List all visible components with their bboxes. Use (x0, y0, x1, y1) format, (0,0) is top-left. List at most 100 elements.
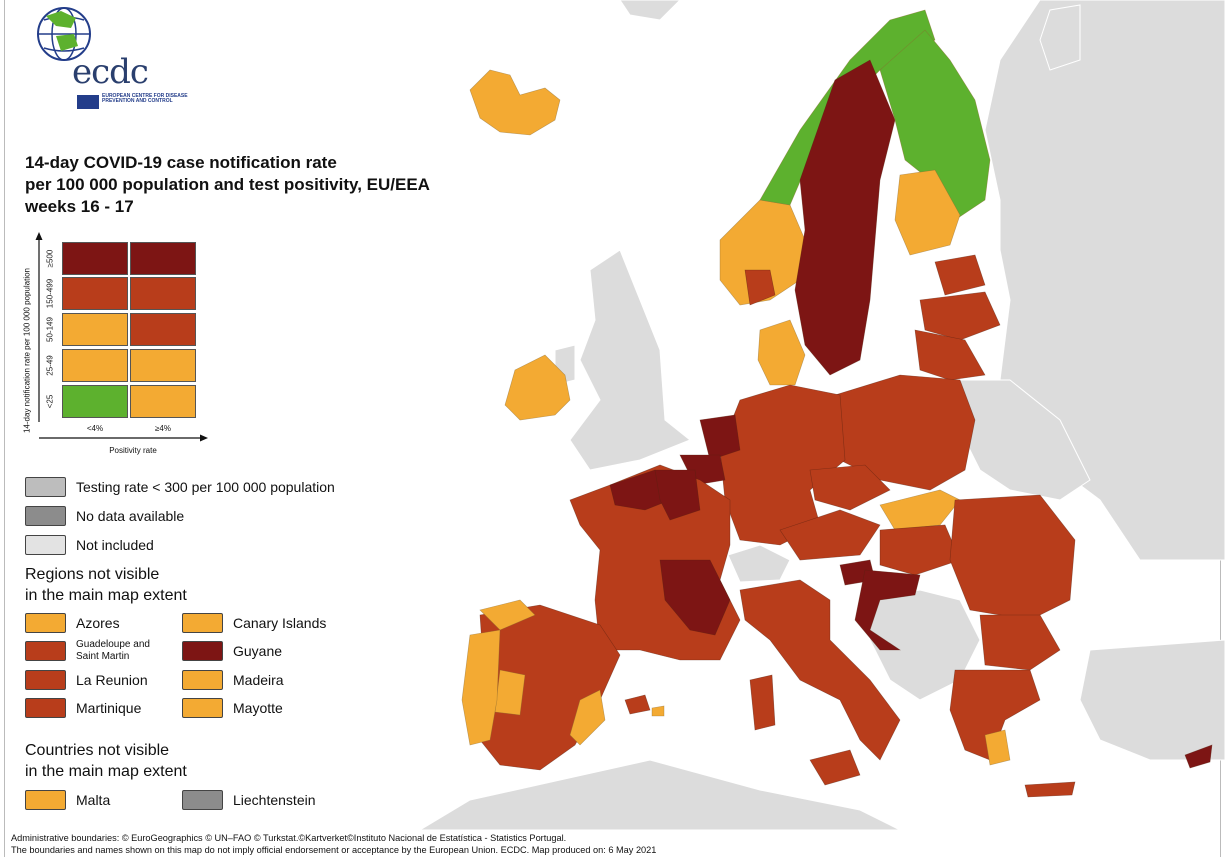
non-included-land (418, 0, 1225, 831)
region-swatch (25, 641, 66, 661)
region-ireland (504, 354, 571, 421)
eu-flag-icon (77, 95, 99, 109)
logo-caption: EUROPEAN CENTRE FOR DISEASE PREVENTION A… (102, 93, 188, 105)
region-legend-item: Mayotte (182, 697, 283, 719)
region-swatch (25, 698, 66, 718)
region-legend-item: Madeira (182, 669, 284, 691)
region-sicily (809, 749, 861, 786)
legend-no-data-label: No data available (76, 508, 185, 524)
matrix-cell (62, 313, 128, 346)
region-crete (1024, 781, 1076, 798)
region-spain-galicia (479, 599, 536, 631)
country-swatch (182, 790, 223, 810)
region-netherlands (699, 414, 741, 461)
region-legend-item: Guyane (182, 640, 282, 662)
legend-testing-rate-label: Testing rate < 300 per 100 000 populatio… (76, 479, 335, 495)
region-spain-madrid (494, 669, 526, 716)
region-slovakia (879, 489, 961, 531)
countries-heading-line-1: Countries not visible (25, 742, 170, 759)
region-portugal (461, 629, 501, 746)
matrix-cell (62, 277, 128, 310)
region-sardinia (749, 674, 776, 731)
region-swatch (182, 670, 223, 690)
footer-line-2: The boundaries and names shown on this m… (11, 845, 657, 855)
y-arrow-icon (35, 232, 43, 240)
footer-line-1: Administrative boundaries: © EuroGeograp… (11, 833, 567, 843)
footer: Administrative boundaries: © EuroGeograp… (11, 832, 656, 856)
region-legend-item: Azores (25, 612, 120, 634)
ecdc-logo: ecdc EUROPEAN CENTRE FOR DISEASE PREVENT… (26, 6, 188, 109)
region-swatch (25, 670, 66, 690)
matrix-x-axis-title: Positivity rate (109, 446, 157, 455)
region-swatch (182, 641, 223, 661)
region-bulgaria (979, 614, 1061, 671)
region-finland-north (879, 29, 991, 221)
swatch-testing-rate (25, 477, 66, 497)
matrix-column-label: ≥4% (155, 424, 171, 433)
swatch-not-included (25, 535, 66, 555)
region-hungary (879, 524, 961, 576)
title-line-2: per 100 000 population and test positivi… (25, 175, 430, 194)
matrix-axes (35, 232, 208, 442)
region-austria (779, 509, 881, 561)
matrix-cell (62, 349, 128, 382)
regions-heading-line-1: Regions not visible (25, 566, 160, 583)
country-legend-label: Liechtenstein (233, 792, 316, 808)
region-czechia (809, 464, 891, 511)
matrix-cell (130, 313, 196, 346)
region-legend-item: Canary Islands (182, 612, 326, 634)
legend-not-included-label: Not included (76, 537, 154, 553)
region-legend-label: Madeira (233, 672, 284, 688)
matrix-cell (62, 242, 128, 275)
rate-positivity-matrix: 14-day notification rate per 100 000 pop… (20, 232, 220, 462)
region-france-east (654, 469, 701, 521)
country-legend-label: Malta (76, 792, 111, 808)
region-romania (949, 494, 1076, 621)
matrix-cell (130, 349, 196, 382)
legend-not-included: Not included (25, 534, 154, 556)
region-swatch (25, 613, 66, 633)
region-malta-map (651, 705, 665, 717)
region-balearics (624, 694, 651, 715)
region-legend-label: Canary Islands (233, 615, 327, 631)
x-arrow-icon (200, 434, 208, 442)
region-legend-item: Guadeloupe and Saint Martin (25, 639, 156, 662)
region-finland-south (894, 169, 961, 256)
matrix-row-label: <25 (45, 394, 55, 409)
countries-heading-line-2: in the main map extent (25, 763, 187, 780)
matrix-row-label: 50-149 (45, 317, 55, 342)
region-legend-item: Martinique (25, 697, 141, 719)
country-legend-item: Malta (25, 789, 110, 811)
region-legend-label: La Reunion (76, 672, 148, 688)
region-legend-label: Guyane (233, 643, 283, 659)
legend-no-data: No data available (25, 505, 184, 527)
region-swatch (182, 613, 223, 633)
matrix-row-label: ≥500 (45, 249, 55, 268)
region-sweden (794, 59, 896, 376)
region-legend-label: Guadeloupe and Saint Martin (76, 639, 150, 662)
region-croatia (854, 569, 921, 651)
region-legend-label: Azores (76, 615, 120, 631)
region-legend-item: La Reunion (25, 669, 148, 691)
matrix-row-label: 25-49 (45, 355, 55, 376)
countries-heading: Countries not visible in the main map ex… (25, 740, 187, 782)
matrix-column-label: <4% (86, 424, 104, 433)
region-lithuania (914, 329, 986, 381)
legend-testing-rate: Testing rate < 300 per 100 000 populatio… (25, 476, 335, 498)
matrix-cell (62, 385, 128, 418)
region-iceland (469, 69, 561, 136)
title-line-1: 14-day COVID-19 case notification rate (25, 153, 337, 172)
region-latvia (919, 291, 1001, 341)
region-italy (739, 579, 901, 761)
region-spain-valencia (569, 689, 606, 746)
matrix-row-label: 150-499 (45, 278, 55, 309)
region-swatch (182, 698, 223, 718)
region-estonia (934, 254, 986, 296)
title-line-3: weeks 16 - 17 (25, 197, 134, 216)
matrix-cell (130, 385, 196, 418)
regions-heading: Regions not visible in the main map exte… (25, 564, 187, 606)
map-title: 14-day COVID-19 case notification rate p… (25, 152, 485, 218)
regions-heading-line-2: in the main map extent (25, 587, 187, 604)
region-legend-label: Martinique (76, 700, 142, 716)
